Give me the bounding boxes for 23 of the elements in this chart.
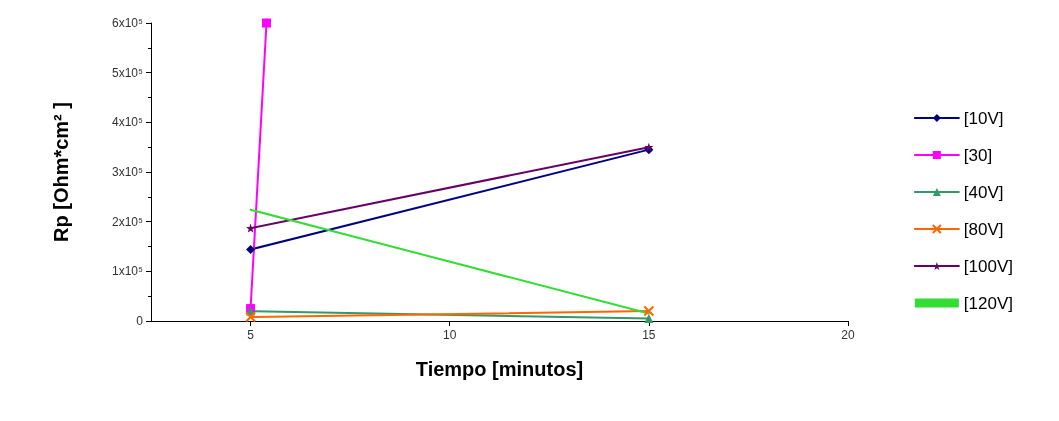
x-tick-label: 10 xyxy=(443,328,457,342)
y-tick-label: 6x10⁵ xyxy=(112,16,144,30)
y-tick-label: 0 xyxy=(136,314,144,328)
legend-label: [80V] xyxy=(963,219,1004,239)
x-tick-label: 5 xyxy=(247,328,255,342)
x-tick-label: 20 xyxy=(841,328,855,342)
legend-label: [10V] xyxy=(963,108,1004,128)
y-tick-label: 1x10⁵ xyxy=(112,264,144,279)
point xyxy=(245,311,257,323)
x-axis-title: Tiempo [minutos] xyxy=(415,358,584,380)
y-tick-label: 4x10⁵ xyxy=(112,115,144,130)
y-tick-label: 2x10⁵ xyxy=(112,214,144,229)
y-axis-title: Rp [Ohm*cm² ] xyxy=(50,102,72,242)
legend-label: [30] xyxy=(963,145,993,165)
point xyxy=(246,244,256,254)
y-tick-label: 3x10⁵ xyxy=(112,165,144,179)
legend-label: [40V] xyxy=(963,182,1004,202)
point xyxy=(643,305,655,317)
y-tick-label: 5x10⁵ xyxy=(112,65,144,80)
x-tick-label: 15 xyxy=(642,328,656,342)
legend-label: [100V] xyxy=(963,256,1014,276)
legend-label: [120V] xyxy=(963,293,1014,313)
point xyxy=(262,18,271,28)
